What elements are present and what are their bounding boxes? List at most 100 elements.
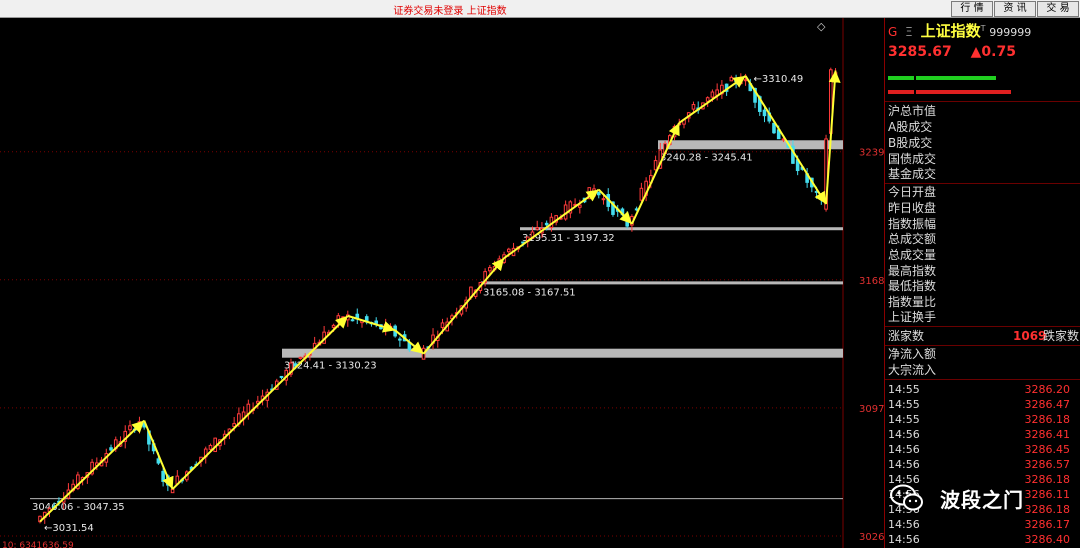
trend-arrow xyxy=(171,315,349,490)
tick-value: 3286.20 xyxy=(1024,383,1071,396)
trade-button[interactable]: 交 易 xyxy=(1037,1,1079,17)
tick-value: 3286.47 xyxy=(1024,398,1071,411)
tick-time: 14:55 xyxy=(888,413,920,426)
rise-label: 涨家数 xyxy=(888,329,925,343)
trend-arrow xyxy=(347,314,396,333)
tick-time: 14:56 xyxy=(888,518,920,531)
candle-body xyxy=(729,76,734,82)
candle-body xyxy=(639,187,644,201)
candle-body xyxy=(170,488,175,494)
tick-row: 14:56 3286.17 xyxy=(888,517,1078,532)
trend-arrow xyxy=(631,122,681,225)
support-zone-label: 3240.28 - 3245.41 xyxy=(660,152,753,163)
trend-arrow xyxy=(143,420,174,490)
candle-body xyxy=(743,79,748,82)
tick-row: 14:56 3286.45 xyxy=(888,442,1078,457)
tick-time: 14:55 xyxy=(888,398,920,411)
market-button[interactable]: 行 情 xyxy=(951,1,993,17)
buy-bar-1 xyxy=(888,76,914,80)
candle-body xyxy=(161,470,165,482)
candle-body xyxy=(653,160,658,171)
y-tick-label: 3026 xyxy=(859,532,884,543)
label-high: 最高指数 xyxy=(888,264,937,278)
candle-body xyxy=(483,271,487,284)
tick-value: 3286.41 xyxy=(1024,428,1071,441)
y-tick-label: 3168 xyxy=(859,276,884,287)
label-amplitude: 指数振幅 xyxy=(888,217,937,231)
candle-body xyxy=(279,375,284,378)
trend-arrow xyxy=(394,329,425,355)
label-turnover-rate: 上证换手 xyxy=(888,310,937,324)
label-prev-close: 昨日收盘 xyxy=(888,201,937,215)
candle-body xyxy=(544,222,549,226)
tick-time: 14:56 xyxy=(888,443,920,456)
news-button[interactable]: 资 讯 xyxy=(994,1,1036,17)
trend-arrow xyxy=(503,188,600,259)
window-title: 证券交易未登录 上证指数 xyxy=(393,6,507,17)
tick-value: 3286.17 xyxy=(1024,518,1071,531)
quote-panel: G Ξ 上证指数T 999999 3285.67 ▲0.75 沪总市值 A股成交… xyxy=(884,18,1080,548)
tick-value: 3286.11 xyxy=(1024,488,1071,501)
tick-time: 14:56 xyxy=(888,533,920,546)
label-net-inflow: 净流入额 xyxy=(888,347,937,361)
tick-value: 3286.18 xyxy=(1024,473,1071,486)
candle-body xyxy=(753,87,757,103)
volume-label: 10: 6341636.59 xyxy=(2,541,74,548)
tick-row: 14:55 3286.18 xyxy=(888,412,1078,427)
support-zone xyxy=(658,140,843,150)
tick-value: 3286.18 xyxy=(1024,413,1071,426)
support-zone-label: 3195.31 - 3197.32 xyxy=(522,233,615,244)
tick-time: 14:56 xyxy=(888,428,920,441)
watermark-text: 波段之门 xyxy=(940,488,1024,512)
label-turnover-volume: 总成交量 xyxy=(888,248,937,262)
kline-chart[interactable]: 3239 3168 3097 3026 3046.06 - 3047.35 3124.41… xyxy=(0,18,884,548)
trend-arrow xyxy=(39,419,145,523)
index-name: 上证指数 xyxy=(920,22,981,40)
index-code: 999999 xyxy=(989,26,1032,39)
candle-body xyxy=(336,315,341,322)
candle-body xyxy=(710,91,715,98)
candle-body xyxy=(578,204,582,208)
candle-body xyxy=(506,248,511,253)
candle-body xyxy=(208,444,213,450)
tick-row: 14:55 3286.47 xyxy=(888,397,1078,412)
candle-body xyxy=(109,447,113,451)
candle-body xyxy=(535,226,540,230)
rise-value: 1069 xyxy=(1013,329,1047,343)
candle-body xyxy=(611,201,615,215)
candle-body xyxy=(691,104,696,110)
sell-bar-2 xyxy=(916,90,1011,94)
label-low: 最低指数 xyxy=(888,279,937,293)
label-market-cap: 沪总市值 xyxy=(888,104,937,118)
support-zone xyxy=(282,348,843,358)
expand-icon[interactable]: ◇ xyxy=(817,20,826,33)
tick-value: 3286.40 xyxy=(1024,533,1071,546)
tick-row: 14:56 3286.57 xyxy=(888,457,1078,472)
candle-body xyxy=(331,324,336,328)
divider xyxy=(885,326,1080,327)
trend-arrow xyxy=(825,70,841,205)
fall-label: 跌家数 xyxy=(1043,329,1080,343)
candle-body xyxy=(705,97,710,102)
divider xyxy=(885,345,1080,346)
trend-arrow xyxy=(422,257,505,355)
candle-body xyxy=(762,109,767,117)
tick-time: 14:56 xyxy=(888,473,920,486)
label-block-inflow: 大宗流入 xyxy=(888,363,937,377)
tick-time: 14:56 xyxy=(888,458,920,471)
candle-body xyxy=(76,474,80,489)
trend-arrow xyxy=(744,75,827,205)
support-zone xyxy=(481,281,843,285)
support-zone-label: 3046.06 - 3047.35 xyxy=(32,502,125,513)
tick-value: 3286.57 xyxy=(1024,458,1071,471)
label-b-volume: B股成交 xyxy=(888,136,933,150)
tick-row: 14:55 3286.20 xyxy=(888,382,1078,397)
candle-body xyxy=(232,423,236,427)
sell-bar-1 xyxy=(888,90,914,94)
index-name-sup: T xyxy=(980,24,986,33)
candle-body xyxy=(289,362,293,375)
menu-icon[interactable]: Ξ xyxy=(905,25,913,39)
code-prefix: G xyxy=(888,25,898,39)
title-bar: 证券交易未登录 上证指数 行 情 资 讯 交 易 xyxy=(0,0,1080,18)
label-fund-volume: 基金成交 xyxy=(888,167,937,181)
